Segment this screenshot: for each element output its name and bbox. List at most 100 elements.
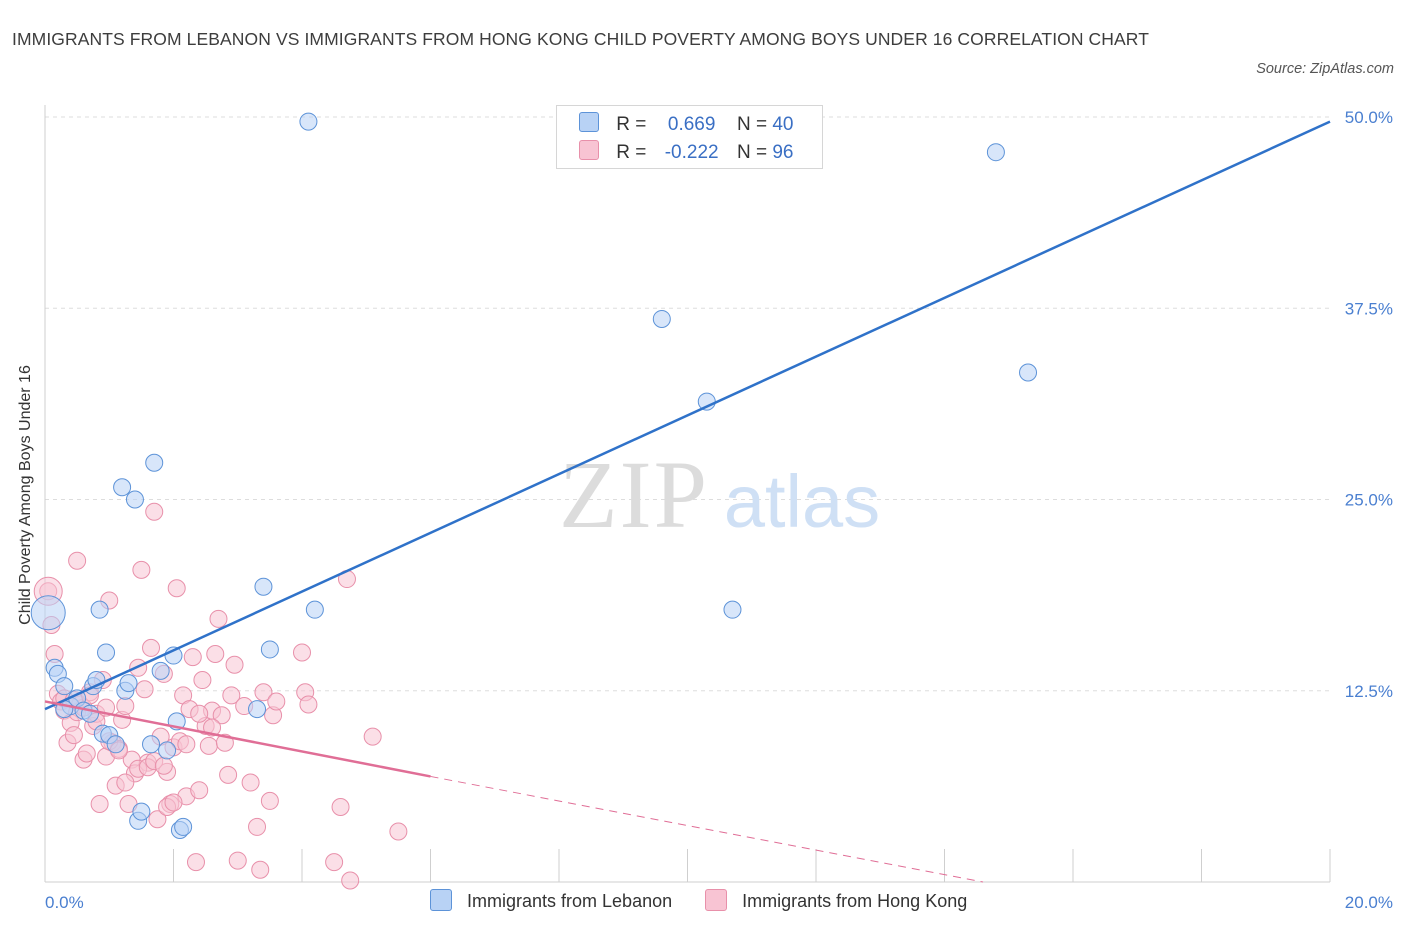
lebanon-point xyxy=(90,600,109,619)
hongkong-point xyxy=(341,871,360,890)
hongkong-point xyxy=(183,648,202,667)
hongkong-point xyxy=(186,853,205,872)
hongkong-point xyxy=(116,697,135,716)
hongkong-point xyxy=(325,853,344,872)
x-tick-label: 0.0% xyxy=(45,893,84,912)
hongkong-point xyxy=(177,735,196,754)
lebanon-point xyxy=(132,802,151,821)
y-tick-label: 25.0% xyxy=(1345,491,1393,510)
y-tick-label: 37.5% xyxy=(1345,299,1393,318)
series-legend-hongkong: Immigrants from Hong Kong xyxy=(705,889,967,912)
hongkong-point xyxy=(228,851,247,870)
hongkong-point xyxy=(219,765,238,784)
hongkong-trend-extension xyxy=(430,775,984,883)
lebanon-point xyxy=(30,595,66,631)
lebanon-point xyxy=(106,735,125,754)
legend-row-hongkong: R = -0.222 N = 96 xyxy=(579,140,793,166)
hongkong-point xyxy=(331,798,350,817)
y-tick-label: 12.5% xyxy=(1345,682,1393,701)
hongkong-point xyxy=(142,638,161,657)
hongkong-swatch-icon xyxy=(705,889,728,911)
hongkong-point xyxy=(164,793,183,812)
lebanon-point xyxy=(986,143,1005,162)
watermark-zip: ZIP xyxy=(559,441,709,548)
hongkong-point xyxy=(260,791,279,810)
legend-r-value: 0.669 xyxy=(667,114,716,135)
hongkong-trend-line xyxy=(44,700,431,778)
legend-n-value: 96 xyxy=(772,142,794,163)
hongkong-point xyxy=(190,704,209,723)
lebanon-point xyxy=(1019,363,1038,382)
chart-title: IMMIGRANTS FROM LEBANON VS IMMIGRANTS FR… xyxy=(12,29,1150,49)
lebanon-point xyxy=(260,640,279,659)
hongkong-point xyxy=(68,551,87,570)
stats-legend: R = 0.669 N = 40 R = -0.222 N = 96 xyxy=(556,105,823,169)
lebanon-point xyxy=(174,817,193,836)
hongkong-point xyxy=(251,860,270,879)
watermark-atlas: atlas xyxy=(724,460,880,543)
hongkong-point xyxy=(209,609,228,628)
lebanon-point xyxy=(299,112,318,131)
lebanon-swatch-icon xyxy=(579,112,599,132)
tick-labels: 12.5% 25.0% 37.5% 50.0% 0.0% 20.0% xyxy=(45,108,1393,912)
lebanon-point xyxy=(97,643,116,662)
legend-n-label: N = xyxy=(736,142,768,163)
source-label: Source: ZipAtlas.com xyxy=(1256,61,1394,77)
lebanon-swatch-icon xyxy=(430,889,452,911)
hongkong-point xyxy=(299,695,318,714)
hongkong-point xyxy=(64,726,83,745)
hongkong-point xyxy=(193,671,212,690)
series-legend: Immigrants from Lebanon Immigrants from … xyxy=(430,889,995,912)
lebanon-point xyxy=(305,600,324,619)
hongkong-point xyxy=(77,744,96,763)
hongkong-point xyxy=(190,781,209,800)
hongkong-point xyxy=(199,736,218,755)
lebanon-point xyxy=(723,600,742,619)
legend-r-value: -0.222 xyxy=(664,142,719,163)
legend-r-label: R = xyxy=(616,142,647,163)
hongkong-point xyxy=(225,655,244,674)
watermark: ZIP atlas xyxy=(559,441,880,548)
lebanon-point xyxy=(119,674,138,693)
hongkong-point xyxy=(293,643,311,662)
hongkong-point xyxy=(248,817,267,836)
hongkong-point xyxy=(222,686,241,705)
hongkong-point xyxy=(145,502,164,521)
hongkong-point xyxy=(267,692,286,711)
lebanon-point xyxy=(145,453,164,472)
lebanon-trend-line xyxy=(44,120,1331,711)
axes xyxy=(44,105,1331,883)
legend-row-lebanon: R = 0.669 N = 40 xyxy=(579,112,793,138)
hongkong-points xyxy=(33,502,408,890)
lebanon-point xyxy=(80,704,99,723)
lebanon-point xyxy=(113,478,132,497)
hongkong-point xyxy=(90,794,109,813)
series-name-lebanon: Immigrants from Lebanon xyxy=(467,891,673,911)
lebanon-point xyxy=(142,735,161,754)
hongkong-point xyxy=(212,706,231,725)
hongkong-point xyxy=(241,773,260,792)
lebanon-point xyxy=(158,741,177,760)
hongkong-point xyxy=(148,810,167,829)
hongkong-point xyxy=(363,727,382,746)
hongkong-swatch-icon xyxy=(579,140,599,160)
grid-lines xyxy=(45,116,1330,692)
legend-n-label: N = xyxy=(736,114,768,135)
hongkong-point xyxy=(389,822,408,841)
hongkong-point xyxy=(135,680,154,699)
hongkong-point xyxy=(206,645,225,664)
y-tick-label: 50.0% xyxy=(1345,108,1393,127)
legend-n-value: 40 xyxy=(772,114,794,135)
hongkong-point xyxy=(203,718,222,737)
lebanon-points xyxy=(30,112,1038,839)
lebanon-point xyxy=(652,309,671,328)
hongkong-point xyxy=(132,560,151,579)
series-name-hongkong: Immigrants from Hong Kong xyxy=(742,891,968,911)
hongkong-point xyxy=(154,756,173,775)
lebanon-point xyxy=(55,677,74,696)
lebanon-point xyxy=(254,577,273,596)
hongkong-point xyxy=(254,683,273,702)
hongkong-point xyxy=(116,773,135,792)
x-tick-label: 20.0% xyxy=(1345,893,1393,912)
